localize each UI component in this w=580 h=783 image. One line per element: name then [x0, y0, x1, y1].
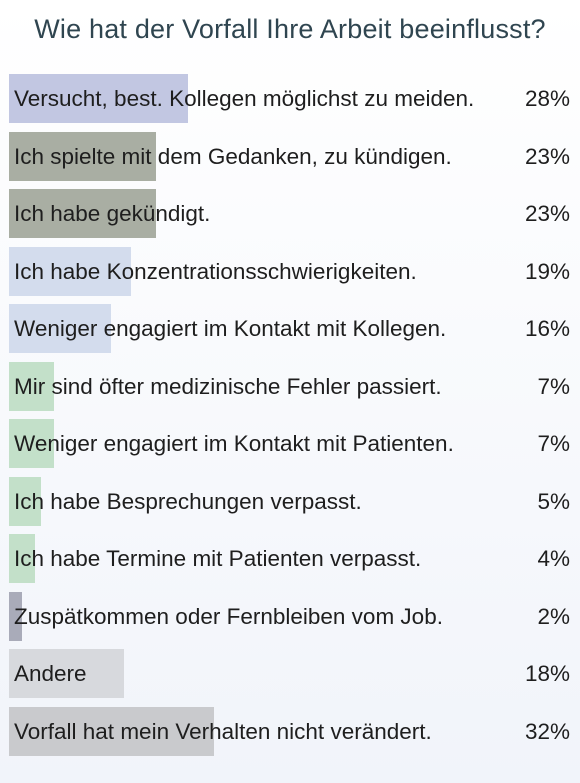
category-label: Vorfall hat mein Verhalten nicht verände…	[14, 718, 432, 744]
category-label: Andere	[14, 661, 87, 686]
bar-row: Ich habe Besprechungen verpasst. 5%	[0, 473, 580, 531]
bar-row: Mir sind öfter medizinische Fehler passi…	[0, 358, 580, 416]
value-label: 23%	[524, 201, 570, 226]
category-label: Weniger engagiert im Kontakt mit Patient…	[14, 431, 454, 456]
bar-row: Ich habe gekündigt. 23%	[0, 185, 580, 243]
bar	[9, 304, 112, 353]
bar-row: Weniger engagiert im Kontakt mit Kollege…	[0, 300, 580, 358]
value-label: 16%	[524, 316, 570, 341]
bar	[9, 476, 41, 526]
value-label: 2%	[537, 603, 570, 629]
value-label: 18%	[524, 661, 570, 686]
bar	[9, 649, 125, 698]
bar	[9, 131, 157, 181]
bar-row: Ich habe Konzentrationsschwierigkeiten. 1…	[0, 243, 580, 301]
bar-row: Zuspätkommen oder Fernbleiben vom Job. 2%	[0, 588, 580, 646]
bar	[9, 419, 54, 468]
category-label: Weniger engagiert im Kontakt mit Kollege…	[14, 316, 447, 341]
bar-chart: Versucht, best. Kollegen möglichst zu me…	[0, 70, 580, 760]
category-label: Ich habe Termine mit Patienten verpasst.	[14, 546, 422, 571]
category-label: Mir sind öfter medizinische Fehler passi…	[14, 373, 442, 399]
bar-row: Vorfall hat mein Verhalten nicht verände…	[0, 703, 580, 761]
value-label: 19%	[524, 258, 570, 284]
bar	[9, 591, 22, 641]
bar	[9, 189, 157, 238]
category-label: Ich habe gekündigt.	[14, 201, 211, 226]
category-label: Ich spielte mit dem Gedanken, zu kündige…	[14, 143, 452, 169]
category-label: Ich habe Konzentrationsschwierigkeiten.	[14, 258, 417, 284]
bar	[9, 534, 35, 583]
bar-row: Weniger engagiert im Kontakt mit Patient…	[0, 415, 580, 473]
bar-row: Andere 18%	[0, 645, 580, 703]
category-label: Zuspätkommen oder Fernbleiben vom Job.	[14, 603, 443, 629]
bar-row: Ich habe Termine mit Patienten verpasst.…	[0, 530, 580, 588]
bar	[9, 246, 131, 296]
category-label: Ich habe Besprechungen verpasst.	[14, 488, 362, 514]
value-label: 28%	[524, 86, 570, 111]
bar	[9, 706, 214, 756]
value-label: 4%	[537, 546, 570, 571]
bar-row: Ich spielte mit dem Gedanken, zu kündige…	[0, 128, 580, 186]
category-label: Versucht, best. Kollegen möglichst zu me…	[14, 86, 475, 111]
bar	[9, 74, 189, 123]
value-label: 7%	[537, 373, 570, 399]
value-label: 5%	[537, 488, 570, 514]
value-label: 32%	[524, 718, 570, 744]
value-label: 7%	[537, 431, 570, 456]
bar	[9, 361, 54, 411]
value-label: 23%	[524, 143, 570, 169]
chart-title: Wie hat der Vorfall Ihre Arbeit beeinflu…	[34, 14, 546, 44]
bar-row: Versucht, best. Kollegen möglichst zu me…	[0, 70, 580, 128]
